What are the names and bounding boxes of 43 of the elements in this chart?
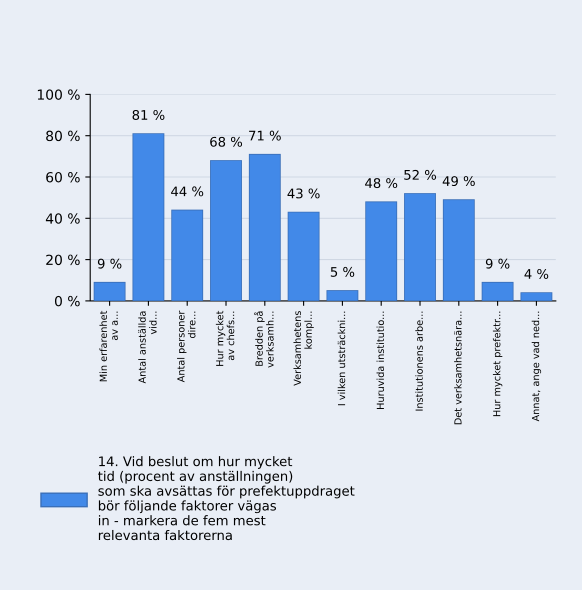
data-label: 49 % [442, 176, 475, 186]
bar [210, 160, 242, 301]
y-tick-label: 60 % [46, 172, 80, 182]
data-label: 68 % [210, 136, 242, 147]
x-tick-label: Verksamhetens kompl... [293, 311, 314, 386]
x-tick-label: Antal anställda vid... [138, 312, 157, 384]
x-tick-label: Antal personer dire... [177, 310, 196, 382]
data-label: 81 % [132, 110, 164, 120]
bar [248, 154, 281, 301]
bar [94, 282, 126, 301]
x-tick-label: Bredden på verksamh... [254, 312, 274, 368]
y-tick-label: 40 % [46, 213, 80, 224]
bar [326, 290, 358, 301]
x-tick-label: Annat, ange vad ned... [532, 312, 542, 422]
bar [132, 133, 164, 301]
data-label: 43 % [287, 188, 320, 198]
legend-label: 14. Vid beslut om hur mycket tid (procent av anställningen) som ska avsättas för prefektuppdraget bör följande faktorer vägas in - markera de fem mest relevanta faktorerna [98, 456, 355, 540]
x-tick-label: Huruvida institutio... [376, 312, 384, 409]
y-tick-label: 80 % [46, 130, 80, 142]
x-tick-label: Det verksamhetsnära... [454, 312, 462, 424]
bar [520, 292, 552, 301]
bar [171, 210, 204, 301]
x-tick-label: Min erfarenhet av a... [99, 310, 118, 382]
x-tick-label: I vilken utsträckni... [338, 312, 346, 406]
bar [442, 199, 475, 301]
x-tick-label: Hur mycket av chefs... [216, 310, 234, 366]
data-label: 52 % [404, 170, 436, 180]
data-label: 5 % [330, 266, 354, 277]
bar [365, 201, 398, 301]
bar [404, 193, 436, 301]
y-tick-label: 20 % [46, 254, 80, 266]
y-tick-label: 100 % [38, 89, 80, 100]
data-label: 4 % [524, 268, 548, 279]
data-label: 48 % [365, 178, 398, 188]
data-label: 9 % [98, 258, 122, 269]
data-label: 9 % [486, 258, 510, 269]
data-label: 44 % [171, 186, 204, 196]
x-tick-label: Institutionens arbe... [415, 312, 423, 411]
bar [288, 212, 320, 301]
y-tick-label: 0 % [54, 296, 80, 306]
bar [482, 282, 514, 301]
x-tick-label: Hur mycket prefektr... [492, 312, 502, 416]
data-label: 71 % [249, 130, 281, 141]
